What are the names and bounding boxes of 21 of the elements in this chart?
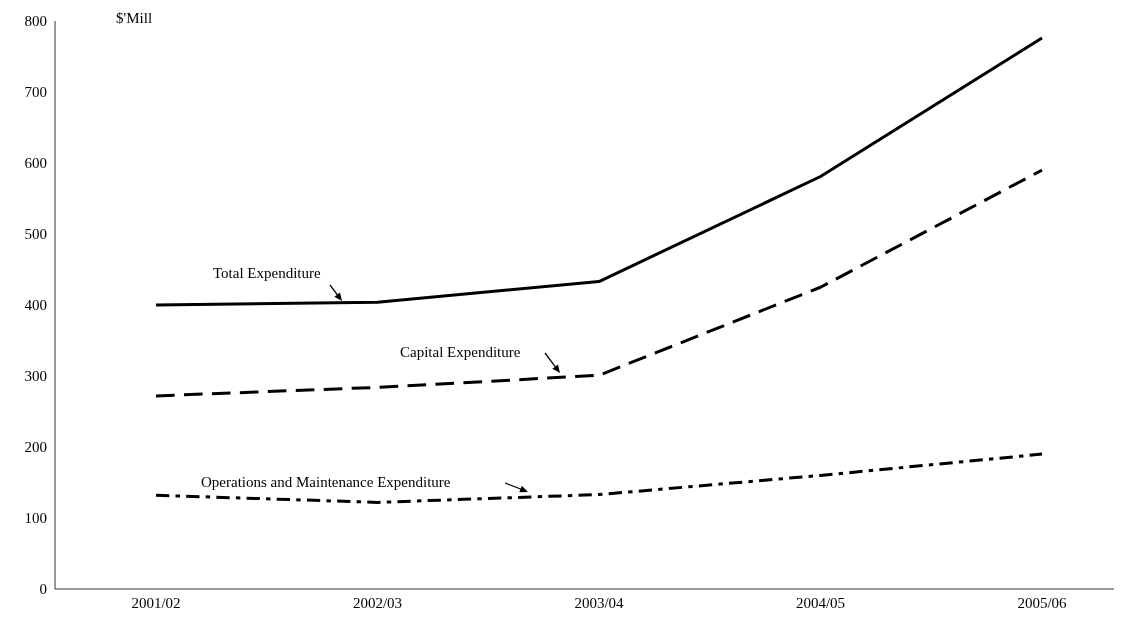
x-tick-label: 2002/03 [352,594,403,611]
x-tick-label: 2003/04 [574,594,625,611]
line-series [154,168,1044,398]
y-tick-label: 800 [24,13,47,30]
series-label: Total Expenditure [213,265,322,281]
series-label: Operations and Maintenance Expenditure [201,474,451,490]
x-tick-label: 2001/02 [131,594,181,611]
x-tick-label: 2004/05 [795,594,846,611]
series-label: Capital Expenditure [400,344,521,360]
y-tick-label: 300 [24,368,47,385]
line-series [154,36,1044,307]
y-tick-label: 700 [24,84,47,101]
y-axis-title: $'Mill [116,10,153,27]
x-tick-label: 2005/06 [1017,594,1068,611]
line-series [154,452,1044,504]
y-tick-label: 400 [24,297,47,314]
y-tick-label: 100 [24,510,47,527]
y-tick-label: 600 [24,155,47,172]
y-tick-label: 500 [24,226,47,243]
y-tick-label: 200 [24,439,47,456]
y-tick-label: 0 [39,581,47,598]
